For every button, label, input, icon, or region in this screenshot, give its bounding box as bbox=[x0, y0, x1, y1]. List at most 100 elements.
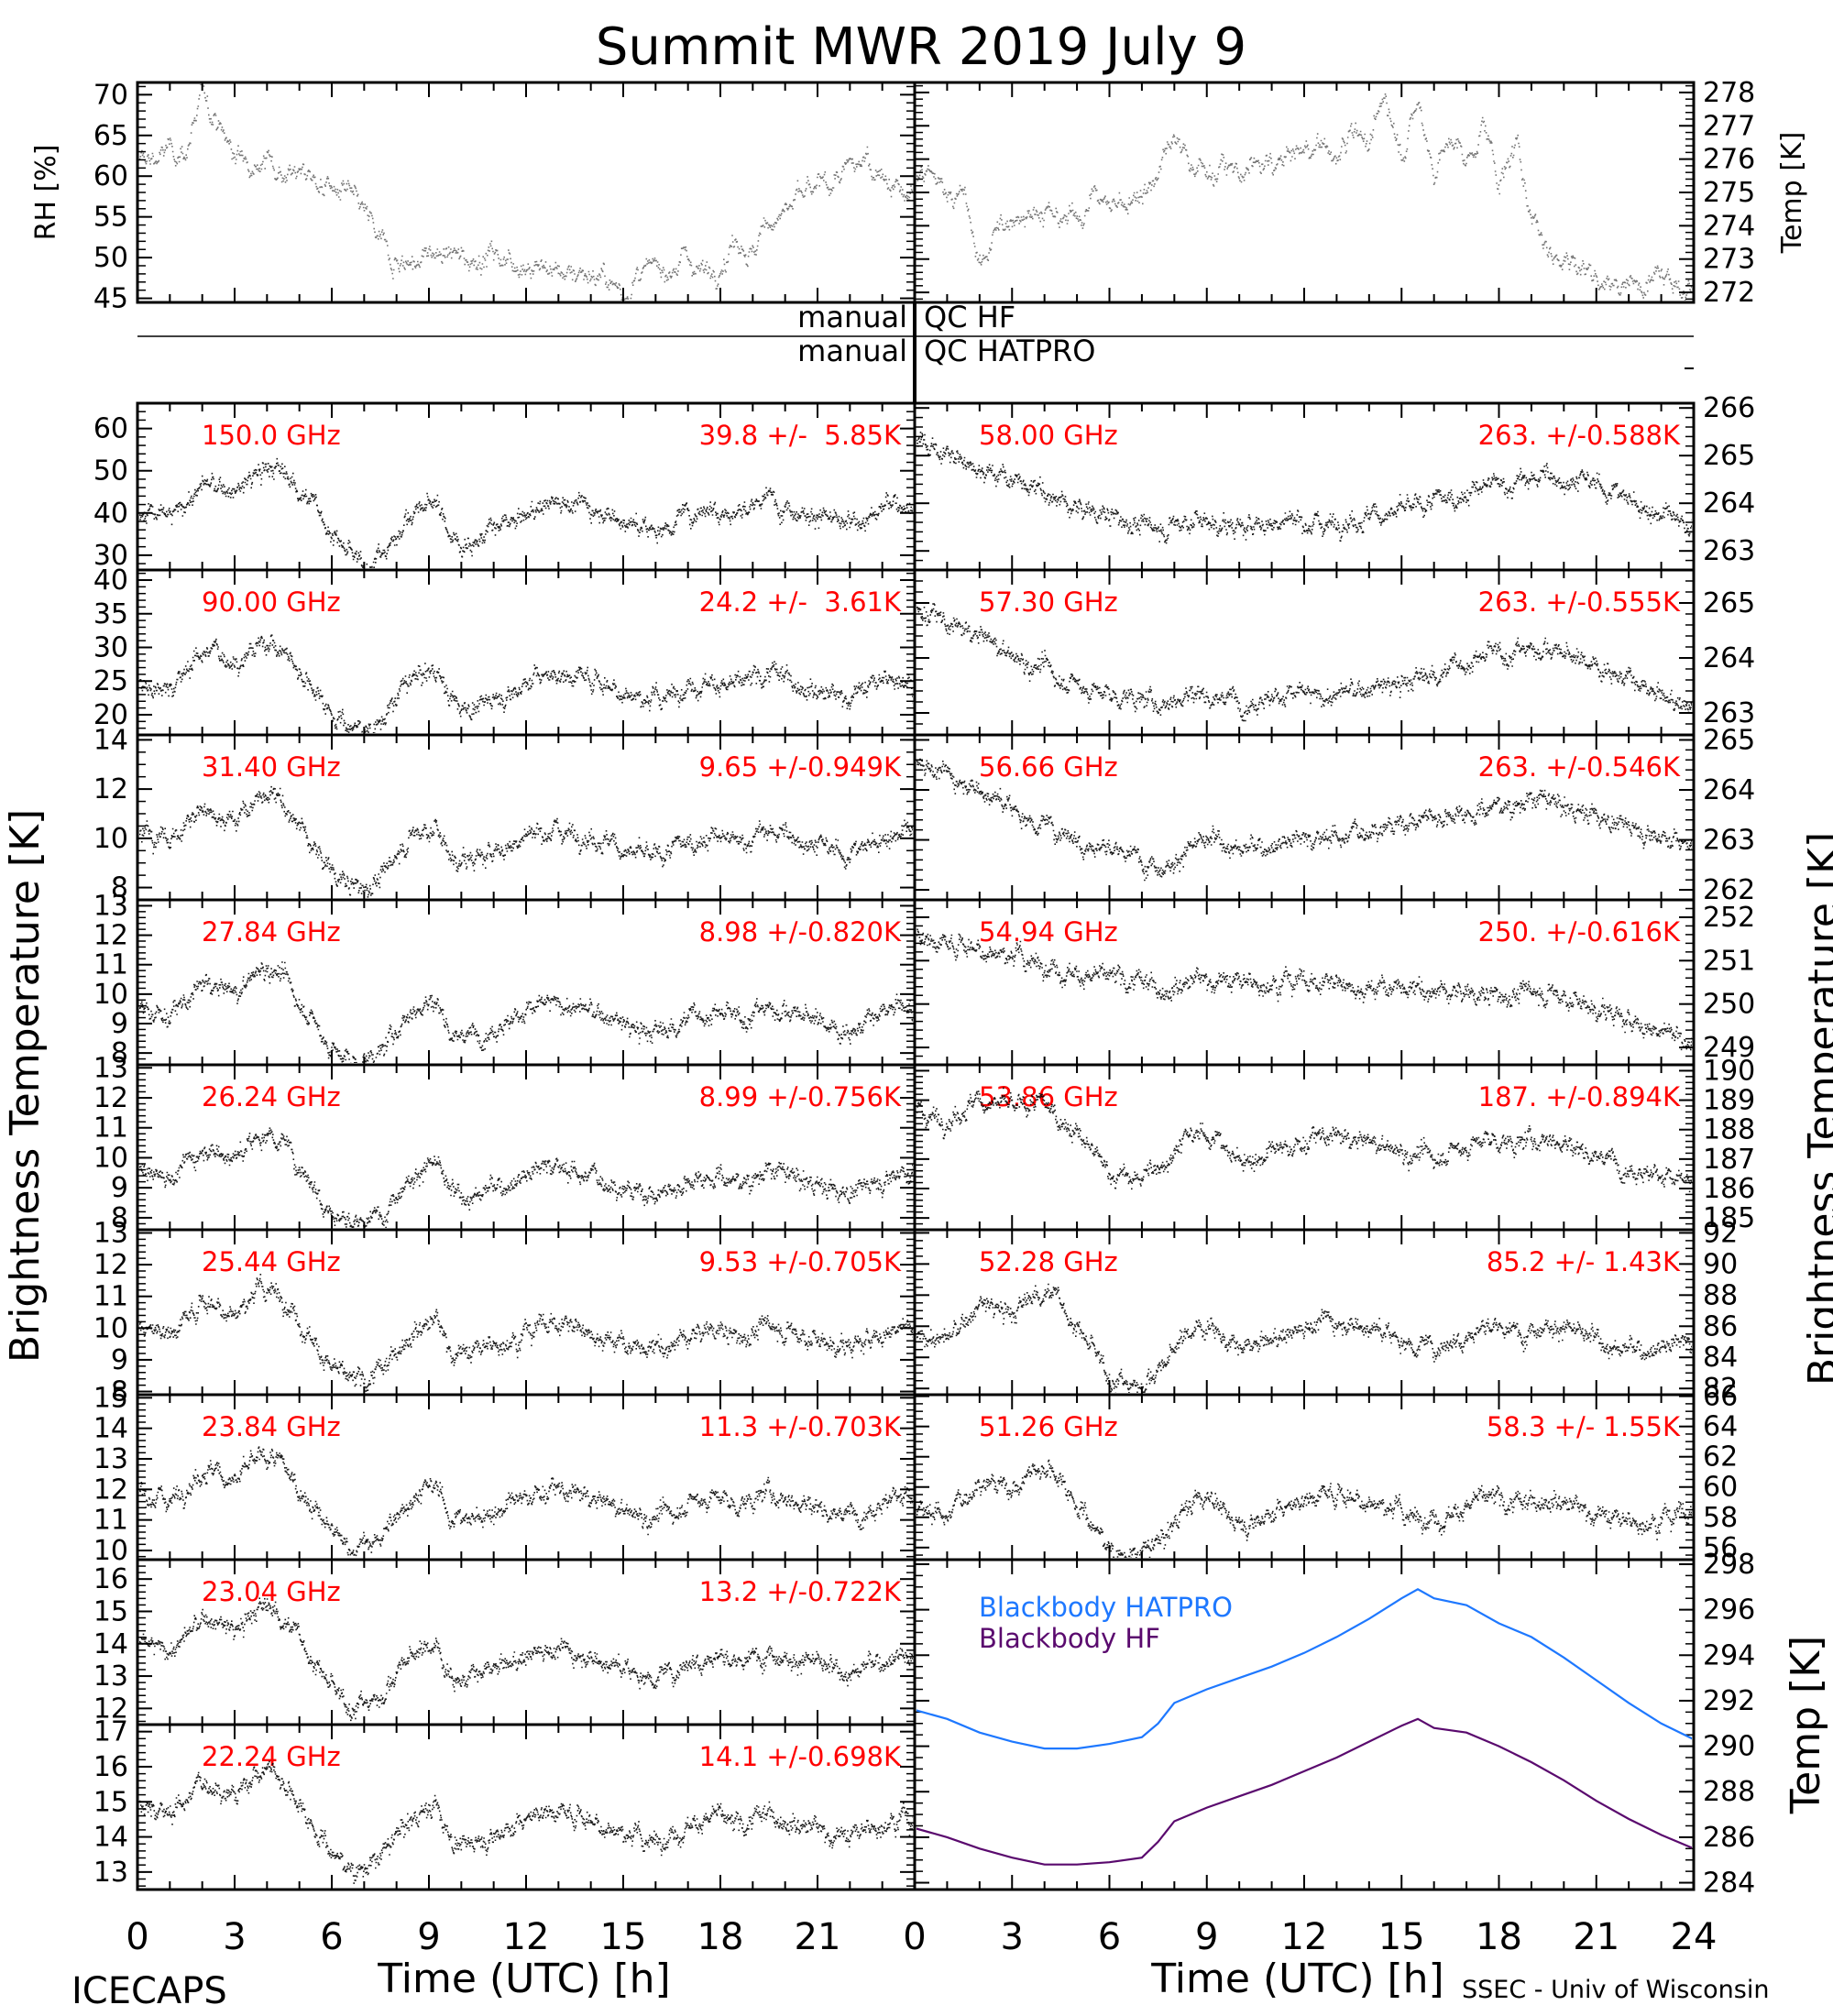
y-tick-label: 10 bbox=[93, 823, 128, 855]
y-tick-label: 12 bbox=[93, 1082, 128, 1114]
panel-frame bbox=[913, 81, 1696, 304]
channel-stats-label: 13.2 +/-0.722K bbox=[699, 1576, 902, 1607]
y-tick-label: 15 bbox=[93, 1595, 128, 1627]
channel-frequency-label: 90.00 GHz bbox=[202, 586, 341, 618]
x-tick-label: 0 bbox=[903, 1916, 926, 1958]
x-axis-title-left: Time (UTC) [h] bbox=[377, 1956, 670, 2002]
panel-ch-56.66: 262 263 264 265 56.66 GHz 263. +/-0.546K bbox=[913, 724, 1755, 906]
y-tick-label: 9 bbox=[111, 1344, 128, 1376]
y-tick-label: 8 bbox=[111, 1037, 128, 1069]
y-tick-label: 273 bbox=[1703, 244, 1755, 276]
y-tick-label: 190 bbox=[1703, 1055, 1755, 1087]
y-tick-label: 185 bbox=[1703, 1202, 1755, 1234]
y-tick-label: 92 bbox=[1703, 1217, 1738, 1249]
series-points-ch-31.40 bbox=[139, 785, 913, 898]
qc-hatpro-left-label: manual bbox=[797, 334, 907, 368]
y-tick-label: 277 bbox=[1703, 110, 1755, 142]
series-line-blackbody-hatpro bbox=[916, 1588, 1692, 1750]
series-points-ch-53.86 bbox=[916, 1087, 1692, 1193]
y-tick-label: 263 bbox=[1703, 825, 1755, 857]
y-tick-label: 17 bbox=[93, 1716, 128, 1748]
y-tick-label: 40 bbox=[93, 498, 128, 530]
y-tick-label: 50 bbox=[93, 455, 128, 488]
footer-left-label: ICECAPS bbox=[71, 1970, 227, 2012]
x-tick-label: 21 bbox=[795, 1916, 841, 1958]
y-tick-label: 263 bbox=[1703, 535, 1755, 567]
y-tick-label: 70 bbox=[93, 79, 128, 111]
channel-frequency-label: 150.0 GHz bbox=[202, 420, 341, 451]
y-tick-label: 66 bbox=[1703, 1381, 1738, 1413]
y-tick-label: 288 bbox=[1703, 1776, 1755, 1808]
x-tick-label: 6 bbox=[320, 1916, 343, 1958]
panel-rh: 45 50 55 60 65 70 RH [%] bbox=[30, 79, 916, 315]
y-tick-label: 272 bbox=[1703, 277, 1755, 309]
y-tick-label: 12 bbox=[93, 1693, 128, 1725]
channel-frequency-label: 31.40 GHz bbox=[202, 751, 341, 783]
y-tick-label: 265 bbox=[1703, 440, 1755, 472]
y-tick-label: 276 bbox=[1703, 144, 1755, 176]
y-tick-label: 294 bbox=[1703, 1639, 1755, 1671]
y-tick-label: 8 bbox=[111, 1202, 128, 1234]
y-tick-label: 284 bbox=[1703, 1868, 1755, 1900]
channel-stats-label: 9.53 +/-0.705K bbox=[699, 1246, 902, 1277]
y-tick-label: 11 bbox=[93, 949, 128, 981]
series-points-rh bbox=[139, 84, 913, 301]
y-tick-label: 13 bbox=[93, 890, 128, 922]
y-tick-label: 12 bbox=[93, 1249, 128, 1281]
channel-stats-label: 8.99 +/-0.756K bbox=[699, 1081, 902, 1112]
temp-axis-title: Temp [K] bbox=[1783, 1636, 1829, 1814]
y-tick-label: 252 bbox=[1703, 902, 1755, 934]
y-tick-label: 10 bbox=[93, 1535, 128, 1567]
channel-frequency-label: 23.84 GHz bbox=[202, 1411, 341, 1442]
y-tick-label: 45 bbox=[93, 283, 128, 315]
channel-stats-label: 24.2 +/- 3.61K bbox=[699, 586, 902, 618]
x-tick-label: 15 bbox=[600, 1916, 647, 1958]
channel-stats-label: 85.2 +/- 1.43K bbox=[1487, 1246, 1681, 1277]
legend-entry-blackbody-hatpro: Blackbody HATPRO bbox=[979, 1592, 1233, 1623]
y-tick-label: 30 bbox=[93, 631, 128, 663]
y-tick-label: 264 bbox=[1703, 774, 1755, 806]
y-tick-label: 11 bbox=[93, 1505, 128, 1537]
panel-ch-31.40: 8 10 12 14 31.40 GHz 9.65 +/-0.949K bbox=[93, 724, 916, 904]
channel-frequency-label: 23.04 GHz bbox=[202, 1576, 341, 1607]
y-tick-label: 262 bbox=[1703, 874, 1755, 906]
channel-stats-label: 263. +/-0.555K bbox=[1478, 586, 1681, 618]
y-tick-label: 251 bbox=[1703, 945, 1755, 977]
series-points-ch-23.04 bbox=[139, 1597, 913, 1722]
y-tick-label: 187 bbox=[1703, 1144, 1755, 1176]
channel-stats-label: 9.65 +/-0.949K bbox=[699, 751, 902, 783]
y-tick-label: 264 bbox=[1703, 642, 1755, 674]
y-tick-label: 275 bbox=[1703, 177, 1755, 209]
y-tick-label: 250 bbox=[1703, 989, 1755, 1021]
panel-ch-150: 30 40 50 60 150.0 GHz 39.8 +/- 5.85K bbox=[93, 401, 916, 572]
channel-stats-label: 39.8 +/- 5.85K bbox=[699, 420, 902, 451]
channel-frequency-label: 58.00 GHz bbox=[979, 420, 1118, 451]
y-tick-label: 292 bbox=[1703, 1685, 1755, 1717]
x-tick-label: 18 bbox=[697, 1916, 744, 1958]
y-tick-label: 249 bbox=[1703, 1032, 1755, 1064]
y-tick-label: 82 bbox=[1703, 1373, 1738, 1405]
channel-frequency-label: 27.84 GHz bbox=[202, 916, 341, 948]
x-tick-label: 9 bbox=[1195, 1916, 1218, 1958]
y-tick-label: 60 bbox=[93, 413, 128, 445]
y-tick-label: 50 bbox=[93, 242, 128, 274]
y-tick-label: 12 bbox=[93, 920, 128, 952]
channel-frequency-label: 57.30 GHz bbox=[979, 586, 1118, 618]
y-tick-label: 60 bbox=[1703, 1472, 1738, 1504]
y-tick-label: 16 bbox=[93, 1563, 128, 1595]
series-points-ch-25.44 bbox=[139, 1274, 913, 1392]
qc-hatpro-right-label: QC HATPRO bbox=[924, 334, 1095, 368]
channel-frequency-label: 52.28 GHz bbox=[979, 1246, 1118, 1277]
y-tick-label: 274 bbox=[1703, 210, 1755, 242]
y-tick-label: 86 bbox=[1703, 1310, 1738, 1342]
series-points-ch-23.84 bbox=[139, 1446, 913, 1557]
channel-stats-label: 58.3 +/- 1.55K bbox=[1487, 1411, 1681, 1442]
y-tick-label: 14 bbox=[93, 1413, 128, 1445]
channel-frequency-label: 22.24 GHz bbox=[202, 1741, 341, 1772]
